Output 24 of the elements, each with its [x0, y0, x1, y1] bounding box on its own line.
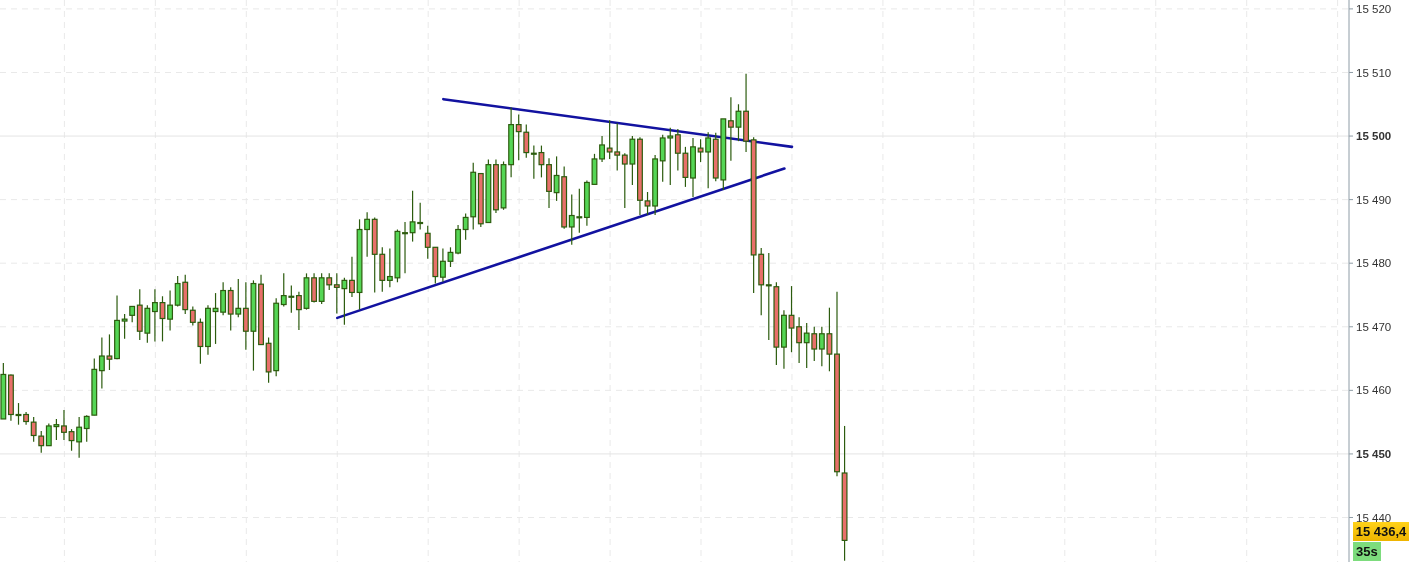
- y-tick-label: 15 460: [1356, 384, 1392, 397]
- candlestick: [765, 252, 772, 341]
- text: 15 436,4: [1353, 522, 1409, 541]
- text: 35s: [1353, 542, 1381, 561]
- candlestick: [121, 313, 128, 340]
- y-tick-label: 15 510: [1356, 66, 1392, 79]
- candlestick: [515, 113, 522, 161]
- y-tick-label: 15 450: [1356, 447, 1392, 460]
- candlestick: [349, 256, 355, 298]
- candlestick: [455, 224, 462, 255]
- y-tick-label: 15 520: [1356, 2, 1392, 15]
- candlestick: [402, 221, 408, 274]
- candlestick: [599, 135, 606, 163]
- y-tick-label: 15 440: [1356, 511, 1392, 524]
- candlestick: [83, 414, 90, 443]
- y-tick-label: 15 490: [1356, 193, 1392, 206]
- y-tick-label: 15 500: [1356, 130, 1392, 143]
- y-tick-label: 15 480: [1356, 257, 1392, 270]
- candlestick: [462, 213, 469, 241]
- y-tick-label: 15 470: [1356, 320, 1392, 333]
- candlestick: [311, 272, 318, 304]
- candlestick: [61, 409, 67, 441]
- candlestick: [523, 124, 530, 159]
- candlestick: [151, 288, 158, 342]
